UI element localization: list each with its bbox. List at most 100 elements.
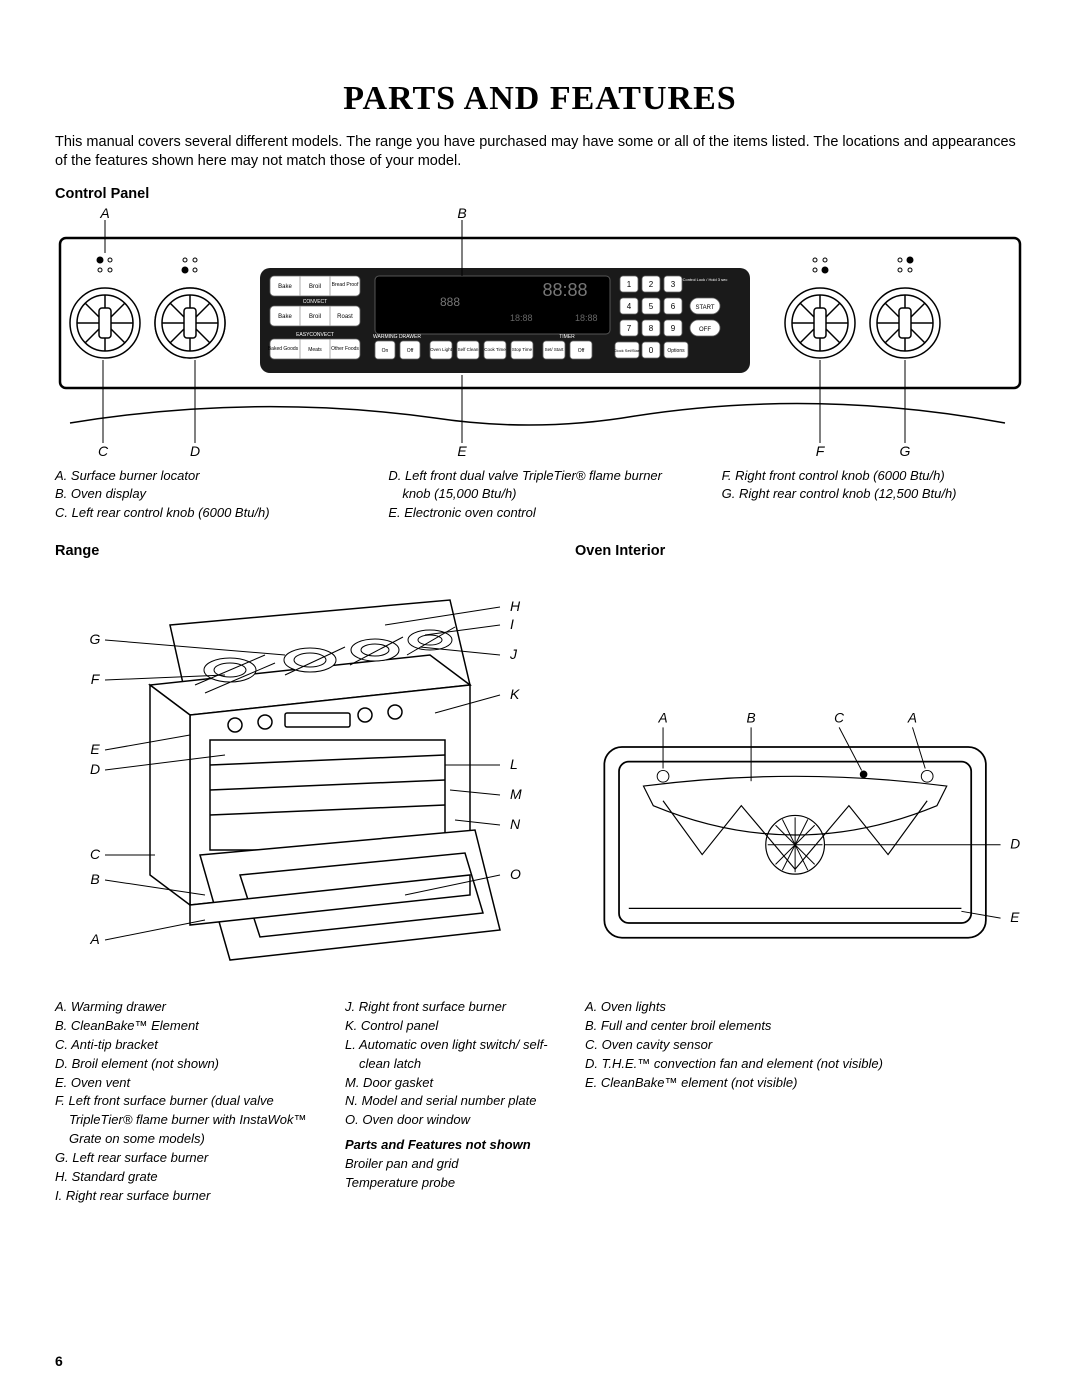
svg-text:1: 1 [627, 280, 632, 289]
caption: D. Broil element (not shown) [55, 1055, 325, 1074]
caption: C. Left rear control knob (6000 Btu/h) [55, 504, 358, 523]
oven-interior-diagram: A B C A D E [575, 705, 1025, 965]
caption: G. Right rear control knob (12,500 Btu/h… [722, 485, 1025, 504]
svg-text:Baked Goods: Baked Goods [268, 346, 299, 352]
page-title: PARTS AND FEATURES [55, 80, 1025, 118]
caption: K. Control panel [345, 1017, 565, 1036]
svg-text:Off: Off [407, 348, 414, 354]
svg-text:A: A [89, 931, 99, 947]
svg-text:Broil: Broil [309, 284, 321, 290]
svg-text:9: 9 [671, 324, 676, 333]
svg-text:7: 7 [627, 324, 632, 333]
svg-text:Bake: Bake [278, 314, 292, 320]
caption: C. Anti-tip bracket [55, 1036, 325, 1055]
svg-text:G: G [900, 443, 911, 458]
svg-text:TIMER: TIMER [559, 334, 575, 340]
svg-text:F: F [816, 443, 826, 458]
svg-text:G: G [90, 631, 101, 647]
caption: E. Electronic oven control [388, 504, 691, 523]
svg-text:EASYCONVECT: EASYCONVECT [296, 332, 334, 338]
caption: B. Full and center broil elements [585, 1017, 1025, 1036]
svg-text:Bread Proof: Bread Proof [332, 282, 359, 288]
svg-text:4: 4 [627, 302, 632, 311]
svg-text:Cook Time: Cook Time [484, 347, 506, 352]
svg-text:On: On [382, 348, 389, 354]
control-panel-heading: Control Panel [55, 186, 1025, 202]
caption: E. Oven vent [55, 1074, 325, 1093]
svg-text:88:88: 88:88 [542, 280, 587, 300]
caption: Temperature probe [345, 1174, 565, 1193]
svg-text:Clock Set/Start: Clock Set/Start [614, 348, 642, 353]
svg-text:888: 888 [440, 295, 460, 309]
caption: E. CleanBake™ element (not visible) [585, 1074, 1025, 1093]
svg-text:Self Clean: Self Clean [458, 347, 479, 352]
caption: L. Automatic oven light switch/ self-cle… [345, 1036, 565, 1074]
svg-text:M: M [510, 786, 522, 802]
caption: D. Left front dual valve TripleTier® fla… [388, 467, 691, 505]
caption: M. Door gasket [345, 1074, 565, 1093]
svg-text:A: A [99, 208, 109, 221]
svg-text:B: B [90, 871, 99, 887]
svg-text:B: B [457, 208, 466, 221]
svg-text:2: 2 [649, 280, 654, 289]
svg-text:D: D [190, 443, 200, 458]
svg-text:A: A [907, 711, 917, 726]
svg-text:A: A [657, 711, 667, 726]
svg-text:Control Lock / Hold 3 sec: Control Lock / Hold 3 sec [683, 277, 728, 282]
caption: A. Oven lights [585, 998, 1025, 1017]
svg-text:Stop Time: Stop Time [512, 347, 533, 352]
caption: D. T.H.E.™ convection fan and element (n… [585, 1055, 1025, 1074]
svg-text:Meats: Meats [308, 347, 322, 353]
caption: F. Left front surface burner (dual valve… [55, 1092, 325, 1149]
caption: H. Standard grate [55, 1168, 325, 1187]
svg-text:Options: Options [667, 348, 685, 354]
svg-text:E: E [90, 741, 100, 757]
svg-text:E: E [1010, 910, 1020, 925]
caption: O. Oven door window [345, 1111, 565, 1130]
svg-text:WARMING DRAWER: WARMING DRAWER [373, 334, 421, 340]
svg-text:L: L [510, 756, 518, 772]
caption: A. Surface burner locator [55, 467, 358, 486]
svg-text:H: H [510, 598, 521, 614]
svg-text:Other Foods: Other Foods [331, 346, 359, 352]
caption: G. Left rear surface burner [55, 1149, 325, 1168]
caption: F. Right front control knob (6000 Btu/h) [722, 467, 1025, 486]
range-diagram: G F E D C B A H I J K L M N O [55, 565, 555, 985]
svg-text:Roast: Roast [337, 314, 353, 320]
svg-text:F: F [91, 671, 101, 687]
svg-text:Bake: Bake [278, 284, 292, 290]
oven-heading: Oven Interior [575, 543, 1025, 559]
range-heading: Range [55, 543, 555, 559]
svg-text:O: O [510, 866, 521, 882]
intro-text: This manual covers several different mod… [55, 133, 1025, 172]
svg-text:Set/ Start: Set/ Start [545, 347, 565, 352]
svg-text:0: 0 [649, 346, 654, 355]
not-shown-heading: Parts and Features not shown [345, 1136, 565, 1155]
svg-text:C: C [90, 846, 101, 862]
svg-text:J: J [509, 646, 518, 662]
caption: I. Right rear surface burner [55, 1187, 325, 1206]
svg-text:6: 6 [671, 302, 676, 311]
caption: B. Oven display [55, 485, 358, 504]
svg-text:C: C [98, 443, 109, 458]
svg-text:Off: Off [578, 348, 585, 354]
svg-text:Oven Light: Oven Light [430, 347, 453, 352]
svg-text:3: 3 [671, 280, 676, 289]
svg-text:B: B [747, 711, 756, 726]
caption: N. Model and serial number plate [345, 1092, 565, 1111]
svg-text:START: START [695, 305, 714, 311]
caption: C. Oven cavity sensor [585, 1036, 1025, 1055]
svg-text:8: 8 [649, 324, 654, 333]
caption: B. CleanBake™ Element [55, 1017, 325, 1036]
caption: Broiler pan and grid [345, 1155, 565, 1174]
caption: A. Warming drawer [55, 998, 325, 1017]
control-panel-diagram: Bake Broil Bread Proof CONVECT Bake Broi… [55, 208, 1025, 463]
svg-text:D: D [1010, 837, 1020, 852]
svg-text:18:88: 18:88 [510, 313, 533, 323]
svg-text:N: N [510, 816, 521, 832]
caption: J. Right front surface burner [345, 998, 565, 1017]
svg-text:5: 5 [649, 302, 654, 311]
svg-text:D: D [90, 761, 100, 777]
svg-text:I: I [510, 616, 514, 632]
control-panel-captions: A. Surface burner locator B. Oven displa… [55, 467, 1025, 524]
